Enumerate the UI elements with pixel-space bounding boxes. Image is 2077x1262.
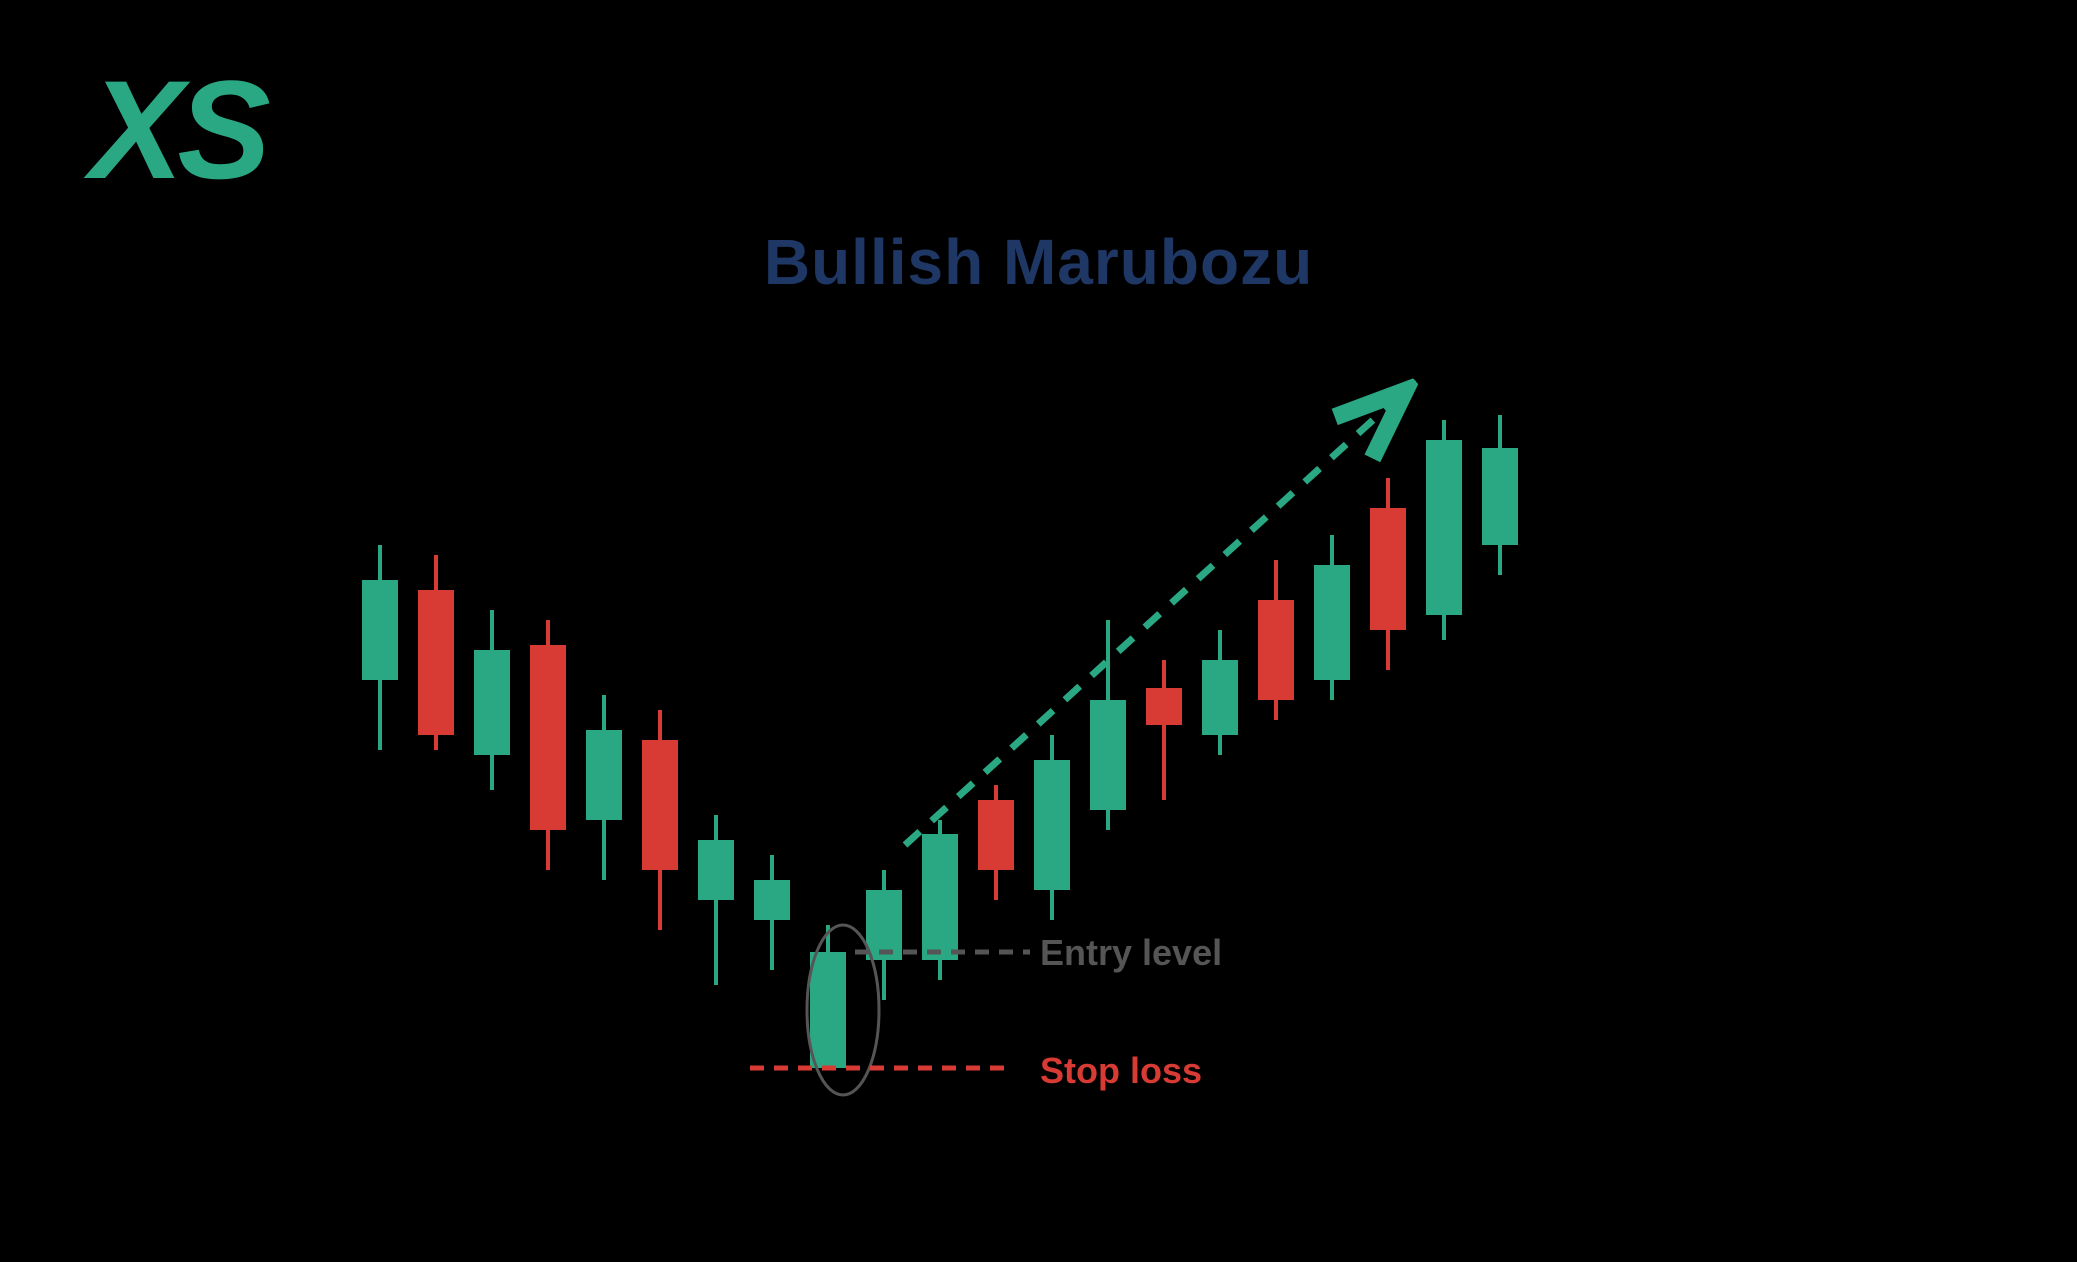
entry-level-label: Entry level (1040, 932, 1222, 974)
candle-body (1258, 600, 1294, 700)
candle-body (1370, 508, 1406, 630)
candle-body (362, 580, 398, 680)
candle-body (1090, 700, 1126, 810)
stage: XS Bullish Marubozu Entry level Stop los… (0, 0, 2077, 1262)
candle-body (754, 880, 790, 920)
candlestick-chart (0, 0, 2077, 1262)
candle-body (978, 800, 1014, 870)
candle-body (418, 590, 454, 735)
candle-body (1034, 760, 1070, 890)
candle-body (530, 645, 566, 830)
candle-body (474, 650, 510, 755)
candle-body (1426, 440, 1462, 615)
candle-body (698, 840, 734, 900)
candle-body (586, 730, 622, 820)
candle-body (642, 740, 678, 870)
marubozu-candle (810, 952, 846, 1068)
candle-body (1146, 688, 1182, 725)
candle-body (1202, 660, 1238, 735)
candle-body (1482, 448, 1518, 545)
stop-loss-label: Stop loss (1040, 1050, 1202, 1092)
candle-body (1314, 565, 1350, 680)
candle-body (922, 834, 958, 960)
